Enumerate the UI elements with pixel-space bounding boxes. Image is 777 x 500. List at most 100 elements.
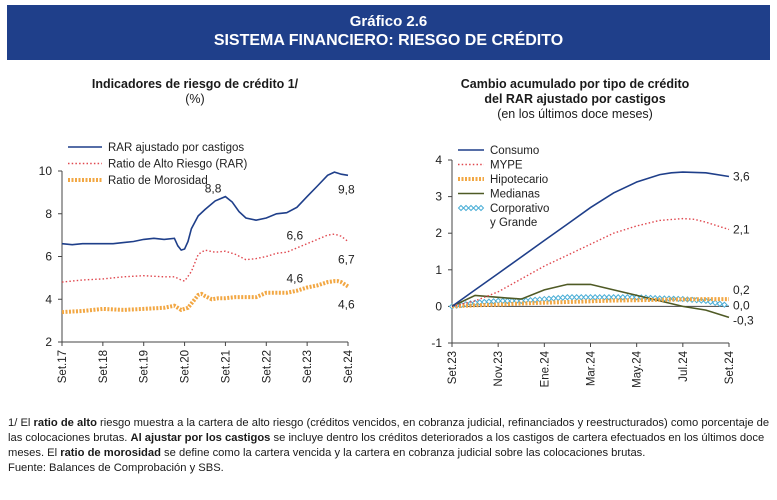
series-point [453,302,460,309]
y-tick-label: 2 [435,226,442,240]
series-point [541,295,548,303]
series-point [702,297,710,305]
series-point [494,297,502,305]
data-label: 3,6 [733,169,750,183]
legend-label: Medianas [490,189,540,201]
data-label: 6,7 [338,253,355,267]
legend-diamond [467,204,475,212]
series-point [614,294,622,301]
series-line [451,217,730,308]
x-tick-label: Set.24 [724,350,736,384]
x-tick-label: Set.22 [261,350,273,383]
left-chart-title-block: Indicadores de riesgo de crédito 1/ (%) [20,77,370,107]
series-point [471,299,479,306]
footnote-bold-3: ratio de morosidad [60,447,161,459]
legend-symbol-corporativo-y-grande [457,204,485,212]
series-line [61,233,349,283]
series-point [651,294,659,302]
right-chart-title-block: Cambio acumulado por tipo de crédito del… [400,77,750,122]
series-point [624,294,631,301]
series-point [633,294,640,301]
legend-label: Ratio de Alto Riesgo (RAR) [108,159,248,171]
series-point [679,295,687,303]
x-tick-label: Set.23 [302,350,314,383]
series-point [554,294,562,302]
left-chart-title: Indicadores de riesgo de crédito 1/ [91,77,299,91]
footnote-bold-1: ratio de alto [33,417,97,429]
chart-1-group: -1 0 1 2 3 4 Set.23 Nov.23 Ene.24 Mar.24 May.24 Jul… [431,145,754,388]
legend-label: RAR ajustado por castigos [108,142,244,154]
legend-diamond [472,204,480,212]
footnote-bold-2: Al ajustar por los castigos [130,432,271,444]
series-point [647,294,654,302]
right-chart-title: Cambio acumulado por tipo de crédito [460,77,690,91]
footnote-1: 1/ El ratio de alto riesgo muestra a la … [8,417,770,459]
legend: RAR ajustado por castigos Ratio de Alto R… [68,142,248,187]
x-tick-label: May.24 [632,350,644,387]
series-point [675,295,682,303]
series-point [628,294,636,301]
x-tick-label: Ene.24 [539,350,551,387]
x-tick-label: Set.20 [180,350,192,383]
series-point [601,294,608,301]
y-tick-label: 10 [39,164,53,178]
y-tick-label: 3 [435,190,442,204]
series-point [481,298,488,306]
figure-title: SISTEMA FINANCIERO: RIESGO DE CRÉDITO [213,32,564,49]
footnotes: 1/ El ratio de alto riesgo muestra a la … [8,416,770,476]
series-point [518,297,525,305]
data-label: 2,1 [733,223,750,237]
series-point [504,297,511,305]
series-point [448,303,456,310]
source-note: Fuente: Balances de Comprobación y SBS. [8,462,224,474]
legend-label: Hipotecario [490,174,548,186]
series-point [531,296,539,304]
series-point [619,294,627,301]
series-line [451,171,730,308]
y-tick-label: 1 [435,263,442,277]
series-point [638,294,645,301]
series-point [467,300,474,307]
right-chart-subtitle: (en los últimos doce meses) [497,107,653,121]
series-point [656,295,663,302]
series-point [591,294,599,301]
legend-label: Ratio de Morosidad [108,175,208,187]
series-point [536,296,543,303]
series-point [550,295,557,302]
series-point [499,297,506,305]
series-point [582,294,590,301]
y-tick-label: 4 [45,292,52,306]
legend-label: y Grande [490,217,537,229]
x-tick-label: Set.17 [57,350,69,383]
data-label: -0,3 [733,313,754,327]
series-point [693,296,700,304]
series-point [698,297,705,304]
series-line [61,171,349,252]
series-line [451,296,730,307]
x-tick-label: Jul.24 [678,350,690,381]
series-corporativo-y-grande [448,294,730,310]
y-tick-label: 6 [45,250,52,264]
x-tick-label: Mar.24 [586,350,598,386]
figure-number: Gráfico 2.6 [349,13,428,30]
series-point [670,295,677,302]
series-point [564,294,571,301]
series-rar-ajustado-por-castigos [61,171,349,252]
series-ratio-de-morosidad [61,279,350,315]
chart-0-group: 2 4 6 8 10 Set.17 Set.18 Set.19 Set.20 Set.21 Set.… [39,142,355,383]
series-point [596,294,603,301]
series-point [490,298,497,305]
series-point [513,297,520,305]
series-point [476,299,483,306]
y-tick-label: 2 [45,335,52,349]
series-point [707,298,714,306]
legend-diamond [477,204,485,212]
legend-label: Consumo [490,145,539,157]
series-line [61,279,350,315]
series-line [451,283,730,319]
y-tick-label: 0 [435,299,442,313]
series-point [711,299,719,307]
legend: Consumo MYPE Hipotecario Medianas Corporativ… [457,145,549,229]
legend-label: Corporativo [490,203,549,215]
y-tick-label: 8 [45,207,52,221]
